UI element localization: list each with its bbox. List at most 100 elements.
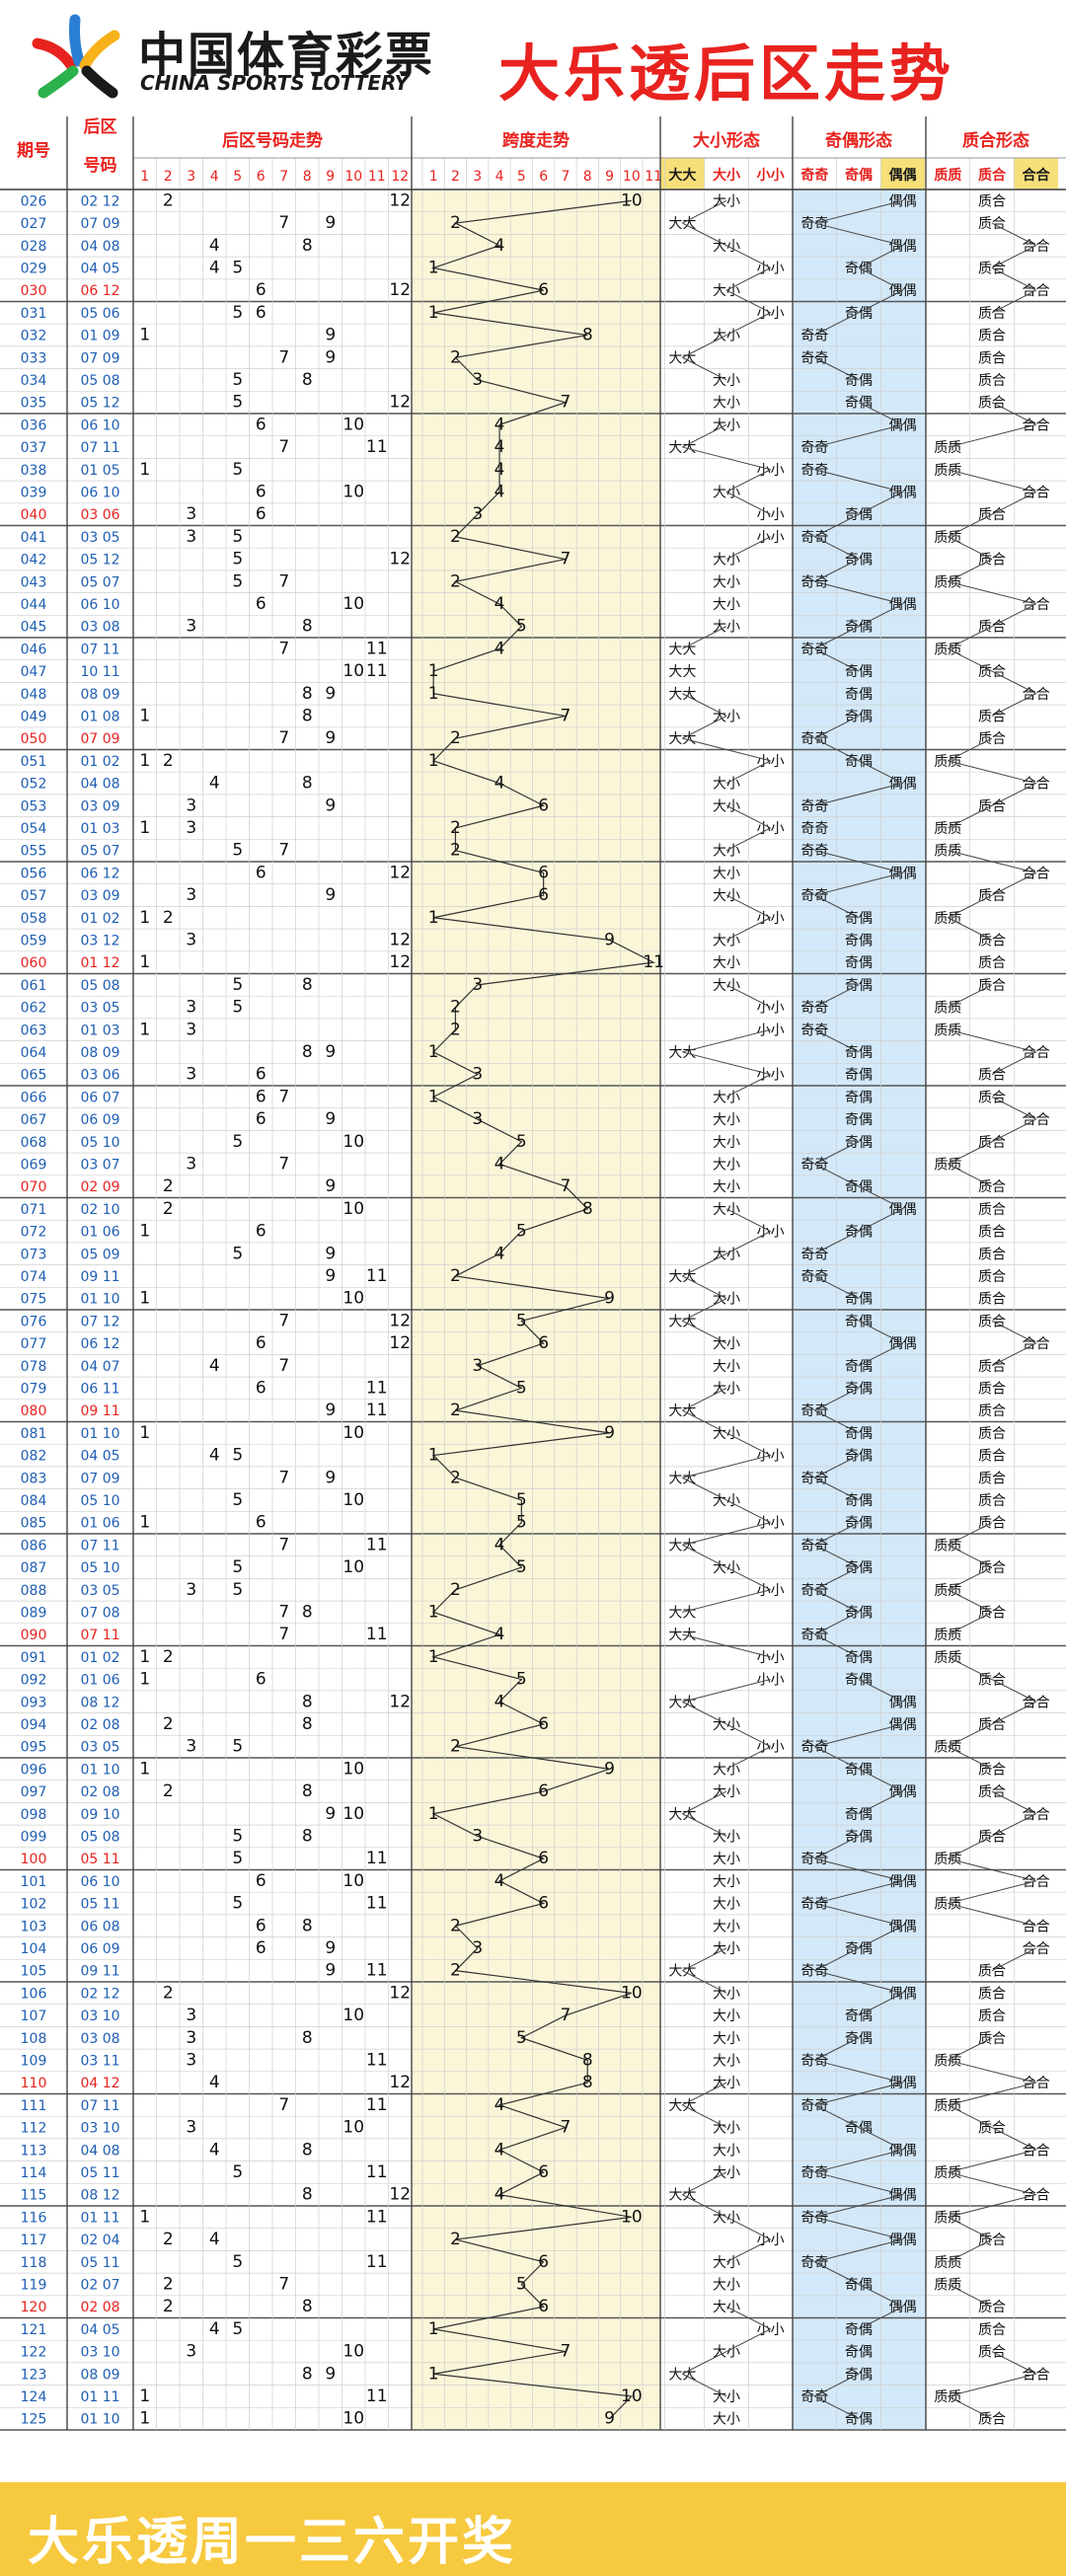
prime-link (948, 1746, 993, 1770)
span-number: 2 (450, 571, 461, 591)
issue-cell: 061 (21, 978, 47, 994)
issue-cell: 036 (21, 417, 47, 433)
issue-cell: 043 (21, 574, 47, 590)
span-number: 3 (472, 504, 483, 524)
size-link (682, 2104, 727, 2128)
span-number: 2 (450, 213, 461, 233)
size-link (725, 2216, 771, 2240)
back-number-cell: 09 10 (80, 1807, 119, 1823)
back-number-cell: 08 09 (80, 2367, 119, 2383)
size-form: 小小 (757, 1023, 785, 1038)
back-number-cell: 02 08 (80, 1717, 119, 1733)
back-number-cell: 05 11 (80, 2165, 119, 2181)
size-form: 大小 (713, 1112, 740, 1128)
back-number-cell: 02 08 (80, 1784, 119, 1800)
prime-link (948, 1164, 993, 1187)
trend-number: 6 (256, 1378, 266, 1398)
parity-link (814, 1544, 860, 1568)
parity-link (814, 716, 860, 739)
back-number-cell: 05 08 (80, 1829, 119, 1845)
trend-col-header: 12 (391, 169, 409, 185)
prime-link (991, 2127, 1036, 2151)
trend-number: 6 (256, 303, 266, 323)
prime-link (948, 1723, 993, 1748)
parity-link (814, 222, 903, 247)
trend-number: 9 (325, 1961, 336, 1981)
issue-cell: 035 (21, 396, 47, 412)
trend-number: 6 (256, 1916, 266, 1935)
issue-cell: 059 (21, 933, 47, 948)
parity-link (858, 1790, 903, 1815)
trend-number: 12 (389, 2185, 411, 2205)
back-number-cell: 03 05 (80, 1740, 119, 1756)
size-form: 大小 (713, 1897, 740, 1913)
trend-number: 7 (278, 1468, 289, 1487)
trend-number: 6 (256, 280, 266, 300)
prime-link (948, 2216, 993, 2240)
back-number-cell: 05 10 (80, 1493, 119, 1509)
issue-cell: 124 (21, 2389, 47, 2405)
trend-col-header: 2 (164, 169, 173, 185)
trend-number: 1 (139, 1759, 150, 1779)
trend-number: 6 (256, 1670, 266, 1690)
back-number-cell: 03 12 (80, 933, 119, 948)
size-link (682, 1409, 727, 1434)
trend-number: 11 (366, 661, 388, 681)
size-link (725, 1074, 771, 1098)
trend-number: 1 (139, 1289, 150, 1309)
size-link (725, 2328, 771, 2352)
back-number-cell: 06 09 (80, 1941, 119, 1957)
span-number: 6 (538, 1849, 549, 1868)
span-number: 1 (428, 1804, 439, 1824)
issue-cell: 054 (21, 821, 47, 837)
parity-form: 偶偶 (889, 597, 917, 613)
span-number: 4 (495, 1535, 505, 1554)
trend-number: 9 (325, 2364, 336, 2384)
issue-cell: 088 (21, 1583, 47, 1599)
span-number: 6 (538, 1333, 549, 1353)
back-number-cell: 06 10 (80, 485, 119, 500)
span-number: 3 (472, 1938, 483, 1958)
prime-form: 质合 (978, 193, 1006, 209)
prime-form: 质质 (934, 2098, 961, 2114)
back-number-cell: 08 12 (80, 1695, 119, 1710)
size-form: 大小 (713, 193, 740, 209)
back-number-cell: 05 10 (80, 1560, 119, 1576)
size-form: 大小 (713, 1157, 740, 1173)
trend-number: 8 (302, 774, 313, 794)
parity-link (814, 1028, 860, 1053)
trend-number: 10 (343, 1759, 364, 1779)
issue-cell: 084 (21, 1493, 47, 1509)
span-number: 4 (495, 1625, 505, 1644)
issue-cell: 125 (21, 2412, 47, 2428)
trend-number: 10 (343, 2006, 364, 2025)
parity-form: 奇偶 (845, 686, 873, 703)
trend-number: 11 (366, 2095, 388, 2115)
trend-number: 11 (366, 1625, 388, 1644)
span-number: 3 (472, 1065, 483, 1085)
span-number: 2 (450, 1961, 461, 1981)
trend-number: 7 (278, 639, 289, 658)
page-title: 大乐透后区走势 (498, 38, 955, 110)
span-number: 6 (538, 885, 549, 905)
header-span: 跨度走势 (502, 130, 570, 151)
trend-number: 11 (366, 639, 388, 658)
back-number-cell: 07 09 (80, 731, 119, 747)
trend-number: 3 (186, 1737, 196, 1757)
prime-link (948, 2059, 1036, 2084)
back-number-cell: 04 05 (80, 2322, 119, 2338)
size-form: 大小 (713, 2277, 740, 2293)
trend-number: 8 (302, 1602, 313, 1622)
span-col-header: 1 (429, 169, 438, 185)
parity-form: 偶偶 (889, 866, 917, 881)
parity-link (814, 469, 903, 492)
back-number-cell: 06 09 (80, 1112, 119, 1128)
size-form: 大小 (713, 798, 740, 814)
trend-number: 8 (302, 370, 313, 390)
span-number: 1 (428, 1647, 439, 1667)
header-trend: 后区号码走势 (222, 130, 323, 151)
issue-cell: 075 (21, 1292, 47, 1308)
prime-form: 质合 (978, 1403, 1006, 1419)
size-link (682, 2171, 727, 2196)
